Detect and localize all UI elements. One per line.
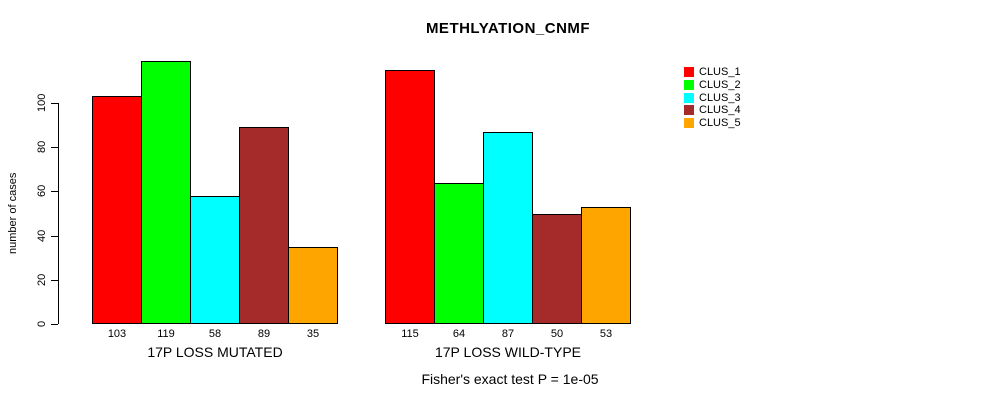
bar-value-label: 58 [208,328,222,340]
y-tick-mark [51,236,58,237]
y-tick-mark [51,324,58,325]
bar-value-label: 35 [306,328,320,340]
bar-value-label: 119 [157,328,175,340]
y-tick-mark [51,103,58,104]
legend-label: CLUS_3 [699,91,741,104]
legend-item: CLUS_5 [684,117,741,130]
bar-clus_3 [483,132,533,324]
bar-value-label: 89 [257,328,271,340]
bar-clus_2 [434,183,484,324]
legend-swatch-clus_4 [684,105,694,116]
legend-item: CLUS_1 [684,66,741,79]
y-tick-mark [51,147,58,148]
bar-clus_3 [190,196,240,324]
y-axis-line [58,103,59,324]
annotation-text: Fisher's exact test P = 1e-05 [421,371,599,387]
bar-clus_5 [581,207,631,324]
bar-clus_1 [385,70,435,324]
group-label: 17P LOSS MUTATED [147,344,283,360]
y-tick-mark [51,280,58,281]
legend-label: CLUS_5 [699,117,741,130]
legend-item: CLUS_3 [684,91,741,104]
bar-clus_4 [239,127,289,324]
legend-swatch-clus_3 [684,92,694,103]
y-tick-mark [51,191,58,192]
bar-value-label: 103 [107,328,127,340]
bar-clus_5 [288,247,338,324]
bar-clus_1 [92,96,142,324]
legend: CLUS_1 CLUS_2 CLUS_3 CLUS_4 CLUS_5 [684,66,741,129]
group-label: 17P LOSS WILD-TYPE [434,344,581,360]
bar-value-label: 53 [599,328,613,340]
bar-value-label: 50 [550,328,564,340]
legend-swatch-clus_5 [684,118,694,129]
legend-label: CLUS_1 [699,66,741,79]
legend-item: CLUS_2 [684,79,741,92]
legend-swatch-clus_2 [684,80,694,91]
chart-title: METHLYATION_CNMF [425,20,591,37]
legend-swatch-clus_1 [684,67,694,78]
bar-clus_4 [532,214,582,324]
legend-item: CLUS_4 [684,104,741,117]
bar-value-label: 87 [501,328,515,340]
bar-value-label: 64 [452,328,466,340]
bar-clus_2 [141,61,191,324]
legend-label: CLUS_2 [699,79,741,92]
bar-value-label: 115 [401,328,419,340]
legend-label: CLUS_4 [699,104,741,117]
